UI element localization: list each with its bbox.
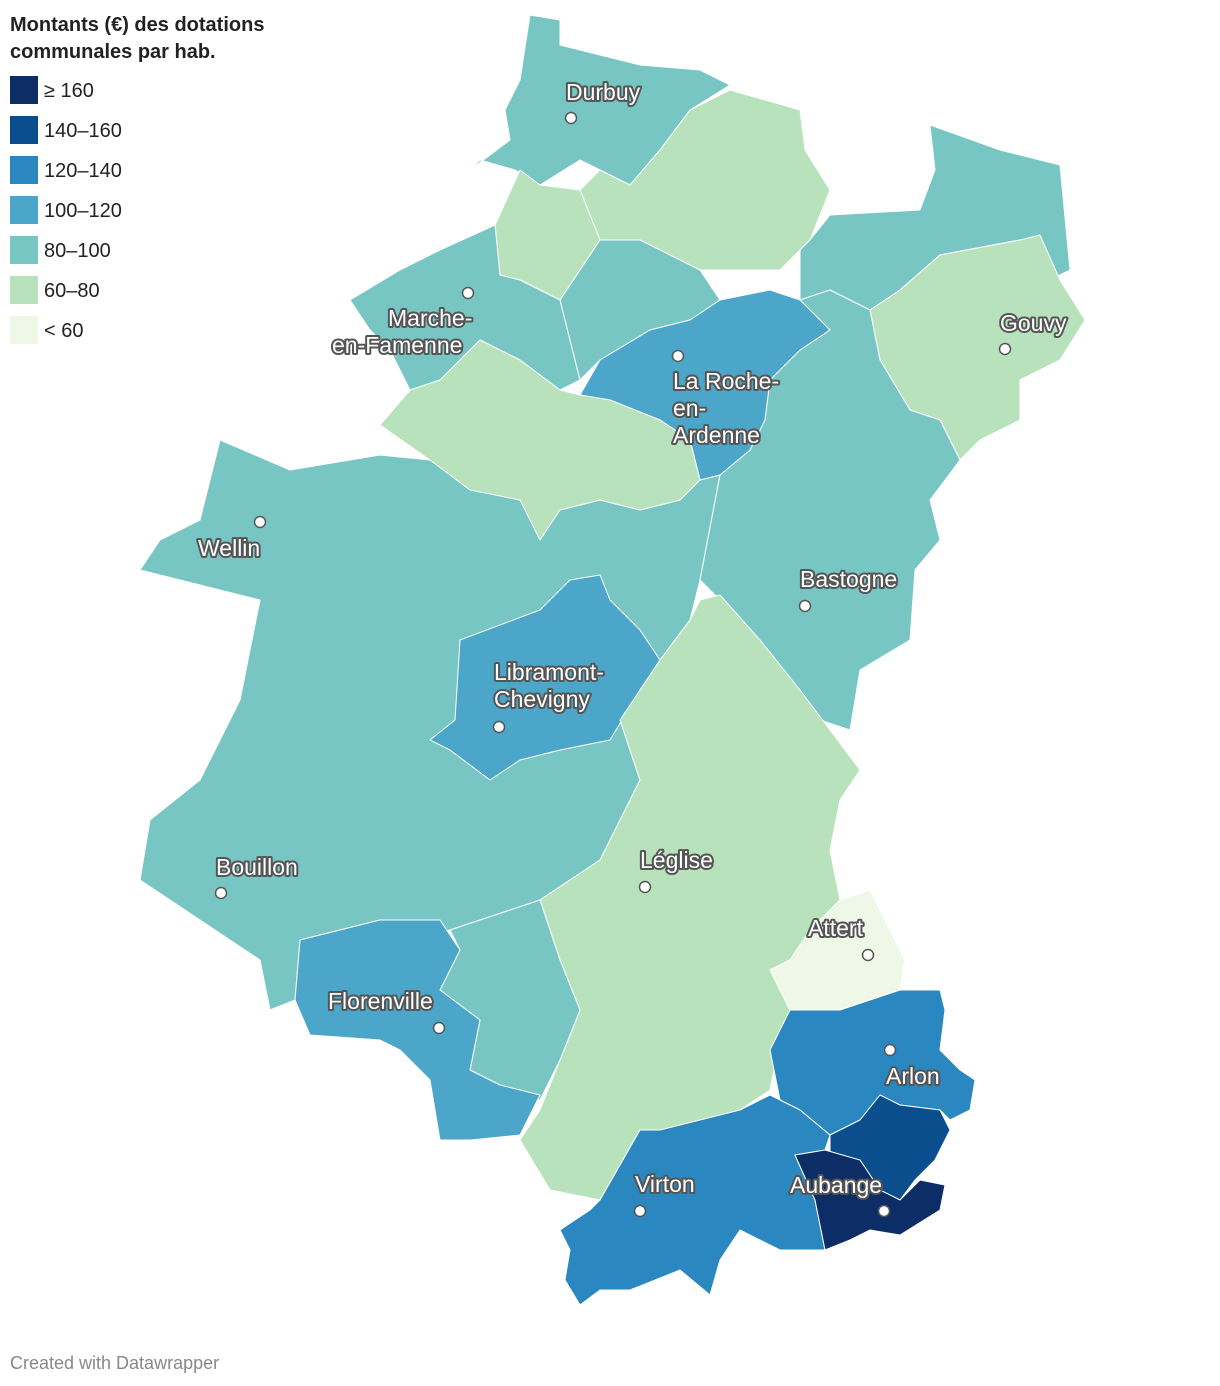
- legend-swatch: [10, 76, 38, 104]
- legend-swatch: [10, 316, 38, 344]
- city-dot: [253, 515, 267, 529]
- region: [379, 339, 701, 541]
- city-label: Arlon: [886, 1063, 940, 1089]
- legend-swatch: [10, 196, 38, 224]
- city-dot: [214, 886, 228, 900]
- legend-title: communales par hab.: [10, 41, 216, 63]
- city-dot: [492, 720, 506, 734]
- city-label: Wellin: [198, 535, 260, 561]
- city-dot: [877, 1204, 891, 1218]
- city-label: Ardenne: [673, 422, 760, 448]
- cities: Durbuy Marche-en-Famenne Gouvy La Roche-en-…: [196, 77, 1069, 1218]
- region: [559, 1094, 831, 1306]
- city-dot: [633, 1204, 647, 1218]
- legend-label: < 60: [44, 320, 83, 342]
- city-label: Gouvy: [1000, 310, 1067, 336]
- legend-label: 80–100: [44, 240, 111, 262]
- legend-label: 100–120: [44, 200, 122, 222]
- city-label: Florenville: [328, 988, 433, 1014]
- legend-swatch: [10, 276, 38, 304]
- legend-label: ≥ 160: [44, 80, 94, 102]
- legend-label: 120–140: [44, 160, 122, 182]
- legend-swatch: [10, 156, 38, 184]
- city-label: Durbuy: [566, 79, 641, 105]
- city-label: Léglise: [640, 847, 713, 873]
- region: [794, 1149, 946, 1251]
- city-label: Virton: [635, 1171, 695, 1197]
- region: [294, 919, 541, 1141]
- city-label: Aubange: [790, 1172, 882, 1198]
- city-label: La Roche-: [673, 368, 779, 394]
- legend-label: 60–80: [44, 280, 100, 302]
- city-dot: [861, 948, 875, 962]
- city-dot: [998, 342, 1012, 356]
- city-dot: [461, 286, 475, 300]
- regions: [139, 14, 1086, 1306]
- city-dot: [798, 599, 812, 613]
- legend: Montants (€) des dotations communales par…: [10, 14, 264, 344]
- legend-swatch: [10, 236, 38, 264]
- city-label: Libramont-: [494, 659, 604, 685]
- legend-title: Montants (€) des dotations: [10, 14, 264, 36]
- city-dot: [564, 111, 578, 125]
- city-label: Bouillon: [216, 854, 298, 880]
- city-label: en-Famenne: [332, 332, 462, 358]
- city-label: Bastogne: [800, 566, 897, 592]
- city-label: en-: [673, 395, 706, 421]
- city-label: Attert: [808, 915, 864, 941]
- city-dot: [432, 1021, 446, 1035]
- city-dot: [638, 880, 652, 894]
- city-label: Marche-: [388, 305, 472, 331]
- city-label: Chevigny: [494, 686, 590, 712]
- legend-swatch: [10, 116, 38, 144]
- footer: Created with Datawrapper: [10, 1353, 219, 1373]
- city-dot: [671, 349, 685, 363]
- city-dot: [883, 1043, 897, 1057]
- legend-label: 140–160: [44, 120, 122, 142]
